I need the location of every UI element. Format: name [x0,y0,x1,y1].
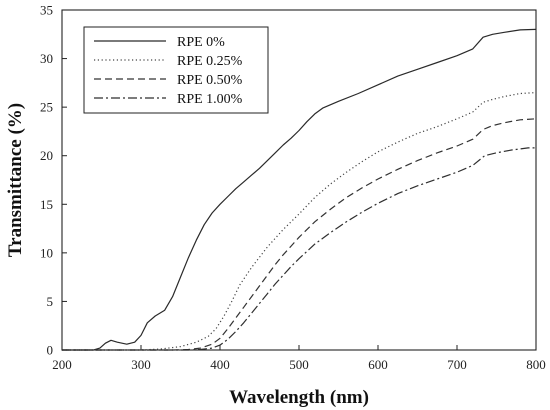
y-tick-label: 0 [47,343,54,358]
series-line-2 [62,92,537,351]
series-layer [62,28,537,351]
y-tick-label: 15 [40,197,53,212]
series-line-4 [62,147,536,351]
y-tick-label: 30 [40,51,53,66]
legend-label-4: RPE 1.00% [177,92,243,107]
legend: RPE 0% RPE 0.25% RPE 0.50% RPE 1.00% [83,26,269,114]
x-tick-label: 600 [368,357,388,372]
x-tick-label: 400 [210,357,230,372]
legend-items: RPE 0% RPE 0.25% RPE 0.50% RPE 1.00% [94,35,243,107]
x-tick-label: 300 [131,357,151,372]
legend-label-2: RPE 0.25% [177,54,243,69]
series-line-3 [62,118,537,351]
y-axis-title: Transmittance (%) [5,103,26,257]
y-tick-label: 10 [40,245,53,260]
y-tick-label: 25 [40,100,53,115]
series-line-1 [62,28,537,351]
x-axis-title: Wavelength (nm) [229,387,369,408]
x-axis-ticks: 200 300 400 500 600 700 800 [52,345,546,372]
x-tick-label: 200 [52,357,72,372]
x-tick-label: 800 [526,357,546,372]
legend-label-1: RPE 0% [177,35,225,50]
x-tick-label: 500 [289,357,309,372]
y-tick-label: 35 [40,3,53,18]
legend-label-3: RPE 0.50% [177,73,243,88]
x-tick-label: 700 [447,357,467,372]
y-tick-label: 5 [47,294,54,309]
y-axis-ticks: 0 5 10 15 20 25 30 35 [40,3,67,358]
y-tick-label: 20 [40,148,53,163]
